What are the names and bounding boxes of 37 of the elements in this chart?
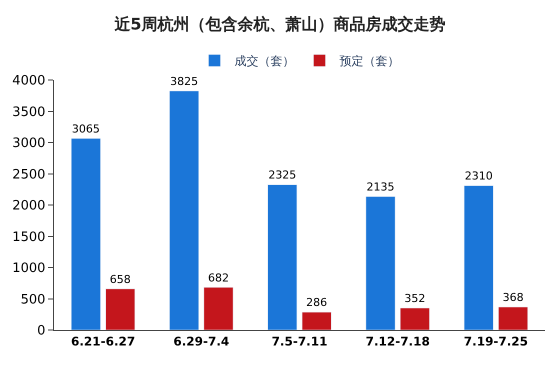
bar bbox=[71, 138, 101, 330]
bar bbox=[204, 287, 234, 330]
bar bbox=[105, 288, 136, 330]
data-label: 2325 bbox=[268, 168, 296, 182]
y-tick-label: 1500 bbox=[12, 230, 46, 245]
y-tick-label: 500 bbox=[20, 292, 46, 308]
legend-label: 预定（套） bbox=[340, 54, 400, 68]
data-label: 658 bbox=[110, 272, 131, 286]
data-label: 2135 bbox=[366, 180, 395, 194]
x-tick-label: 6.29-7.4 bbox=[173, 334, 230, 348]
data-label: 368 bbox=[502, 291, 524, 304]
y-tick-label: 2000 bbox=[12, 198, 46, 214]
bar bbox=[400, 308, 430, 330]
bar bbox=[464, 185, 494, 330]
y-tick-label: 2500 bbox=[12, 167, 46, 182]
bar bbox=[302, 312, 332, 330]
y-tick-label: 4000 bbox=[12, 74, 46, 89]
x-tick-label: 7.12-7.18 bbox=[366, 334, 430, 348]
legend-label: 成交（套） bbox=[234, 54, 294, 68]
bar bbox=[267, 184, 298, 330]
data-label: 286 bbox=[306, 296, 328, 310]
y-tick-label: 3000 bbox=[12, 136, 46, 152]
x-tick-label: 6.21-6.27 bbox=[71, 334, 136, 348]
chart-title: 近5周杭州（包含余杭、萧山）商品房成交走势 bbox=[113, 14, 446, 34]
y-tick-label: 3500 bbox=[12, 104, 46, 120]
bar bbox=[169, 90, 199, 330]
y-tick-label: 0 bbox=[37, 324, 46, 339]
data-label: 3825 bbox=[170, 74, 198, 88]
data-label: 2310 bbox=[464, 170, 493, 183]
bar bbox=[498, 306, 528, 330]
data-label: 352 bbox=[404, 292, 426, 305]
x-tick-label: 7.19-7.25 bbox=[464, 334, 528, 348]
data-label: 682 bbox=[208, 271, 229, 284]
data-label: 3065 bbox=[72, 122, 100, 136]
x-tick-label: 7.5-7.11 bbox=[272, 334, 328, 348]
bar bbox=[366, 196, 396, 330]
y-tick-label: 1000 bbox=[12, 261, 46, 276]
